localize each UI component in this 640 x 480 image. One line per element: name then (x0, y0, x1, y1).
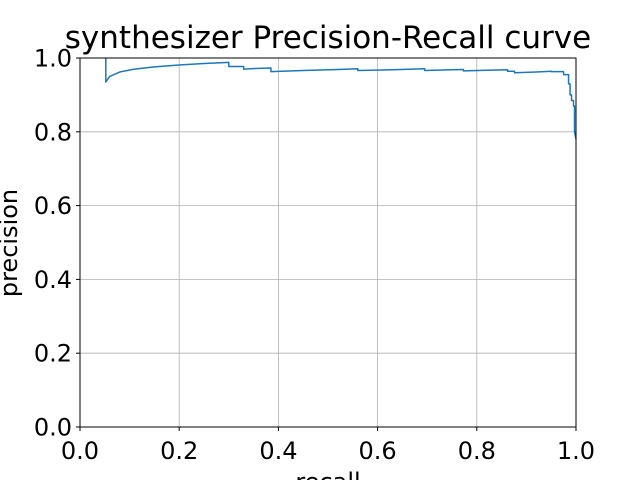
grid (79, 57, 577, 428)
x-tick-label: 0.8 (458, 437, 496, 465)
y-tick-label: 0.8 (34, 118, 72, 146)
ticks: 0.0 0.2 0.4 0.6 0.8 1.0 0.0 0.2 0.4 0.6 0.8 1.0 (34, 45, 595, 466)
x-tick-label: 0.6 (359, 437, 397, 465)
y-tick-label: 0.0 (34, 414, 72, 442)
x-tick-label: 0.4 (259, 437, 297, 465)
y-tick-label: 0.2 (34, 340, 72, 368)
labels: synthesizer Precision-Recall curve recal… (0, 20, 591, 480)
series-layer (105, 58, 577, 140)
x-tick-label: 0.2 (160, 437, 198, 465)
y-axis-label: precision (0, 189, 23, 297)
chart-title: synthesizer Precision-Recall curve (65, 20, 591, 56)
x-axis-label: recall (295, 468, 360, 480)
x-tick-label: 0.0 (61, 437, 99, 465)
x-tick-label: 1.0 (557, 437, 595, 465)
y-tick-label: 1.0 (34, 45, 72, 73)
pr-curve-line (105, 58, 577, 140)
y-tick-label: 0.6 (34, 192, 72, 220)
plot-frame (79, 57, 577, 428)
y-tick-label: 0.4 (34, 266, 72, 294)
